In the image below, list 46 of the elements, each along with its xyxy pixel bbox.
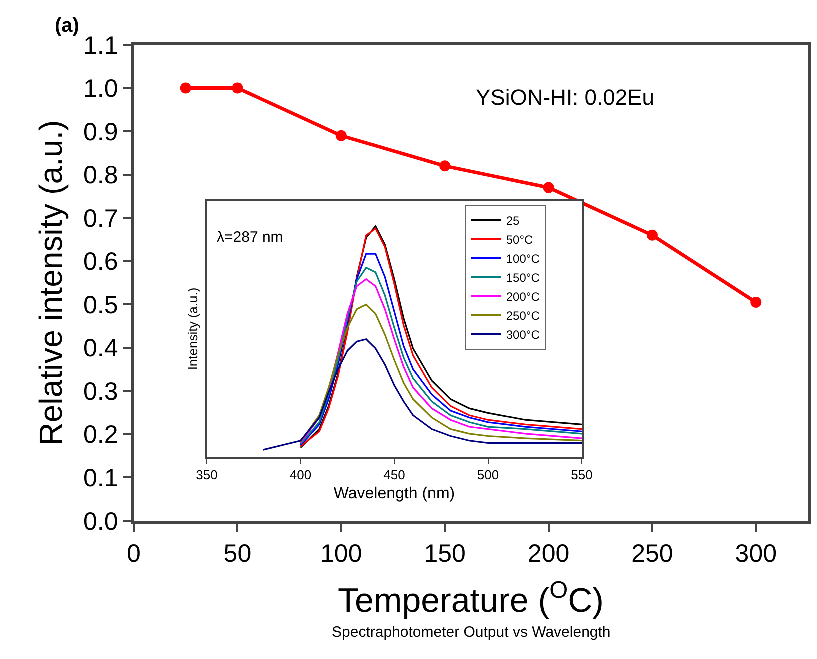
text: (a) — [55, 15, 80, 37]
point — [543, 182, 554, 194]
legend-label: 100°C — [506, 252, 540, 266]
annotation: λ=287 nm — [217, 229, 284, 246]
y-tick-label: 1.0 — [83, 75, 118, 104]
y-axis-title: Relative intensity (a.u.) — [32, 120, 69, 446]
y-tick-label: 0.6 — [83, 248, 118, 276]
point — [180, 82, 192, 94]
point — [646, 230, 658, 241]
legend-label: 50°C — [506, 233, 534, 248]
y-tick-label: 0.9 — [83, 118, 118, 146]
point — [440, 160, 451, 172]
x-tick-label: 350 — [196, 467, 218, 482]
legend-label: 200°C — [506, 290, 540, 304]
point — [336, 130, 347, 142]
point — [750, 296, 762, 308]
y-axis-title: Intensity (a.u.) — [186, 288, 201, 370]
y-tick-label: 0.8 — [83, 162, 118, 190]
x-tick-label: 150 — [424, 540, 466, 568]
text: Spectraphotometer Output vs Wavelength — [332, 624, 611, 641]
y-tick-label: 0.5 — [83, 291, 118, 320]
y-tick-label: 0.2 — [83, 421, 118, 450]
y-tick-label: 0.0 — [83, 508, 118, 536]
point — [232, 82, 244, 94]
x-tick-label: 100 — [320, 540, 362, 568]
x-tick-label: 450 — [384, 467, 406, 482]
x-tick-label: 50 — [224, 540, 252, 568]
y-tick-label: 0.1 — [83, 464, 118, 492]
legend-label: 250°C — [506, 309, 540, 324]
x-tick-label: 550 — [571, 467, 593, 482]
legend-label: 150°C — [506, 271, 540, 286]
x-axis-title: Wavelength (nm) — [334, 486, 456, 503]
x-tick-label: 0 — [127, 540, 141, 568]
legend-label: 25 — [506, 214, 520, 228]
x-tick-label: 200 — [528, 540, 570, 568]
x-tick-label: 300 — [735, 540, 778, 568]
y-tick-label: 0.3 — [83, 378, 118, 406]
y-tick-label: 0.4 — [83, 334, 118, 363]
y-tick-label: 0.7 — [83, 204, 118, 233]
x-tick-label: 400 — [290, 467, 312, 482]
annotation: YSiON-HI: 0.02Eu — [476, 85, 655, 110]
y-tick-label: 1.1 — [83, 32, 118, 60]
x-tick-label: 500 — [477, 467, 500, 482]
x-axis-title: Temperature ($^{O}$C) — [338, 576, 604, 620]
x-tick-label: 250 — [632, 540, 674, 568]
legend-label: 300°C — [506, 328, 540, 342]
